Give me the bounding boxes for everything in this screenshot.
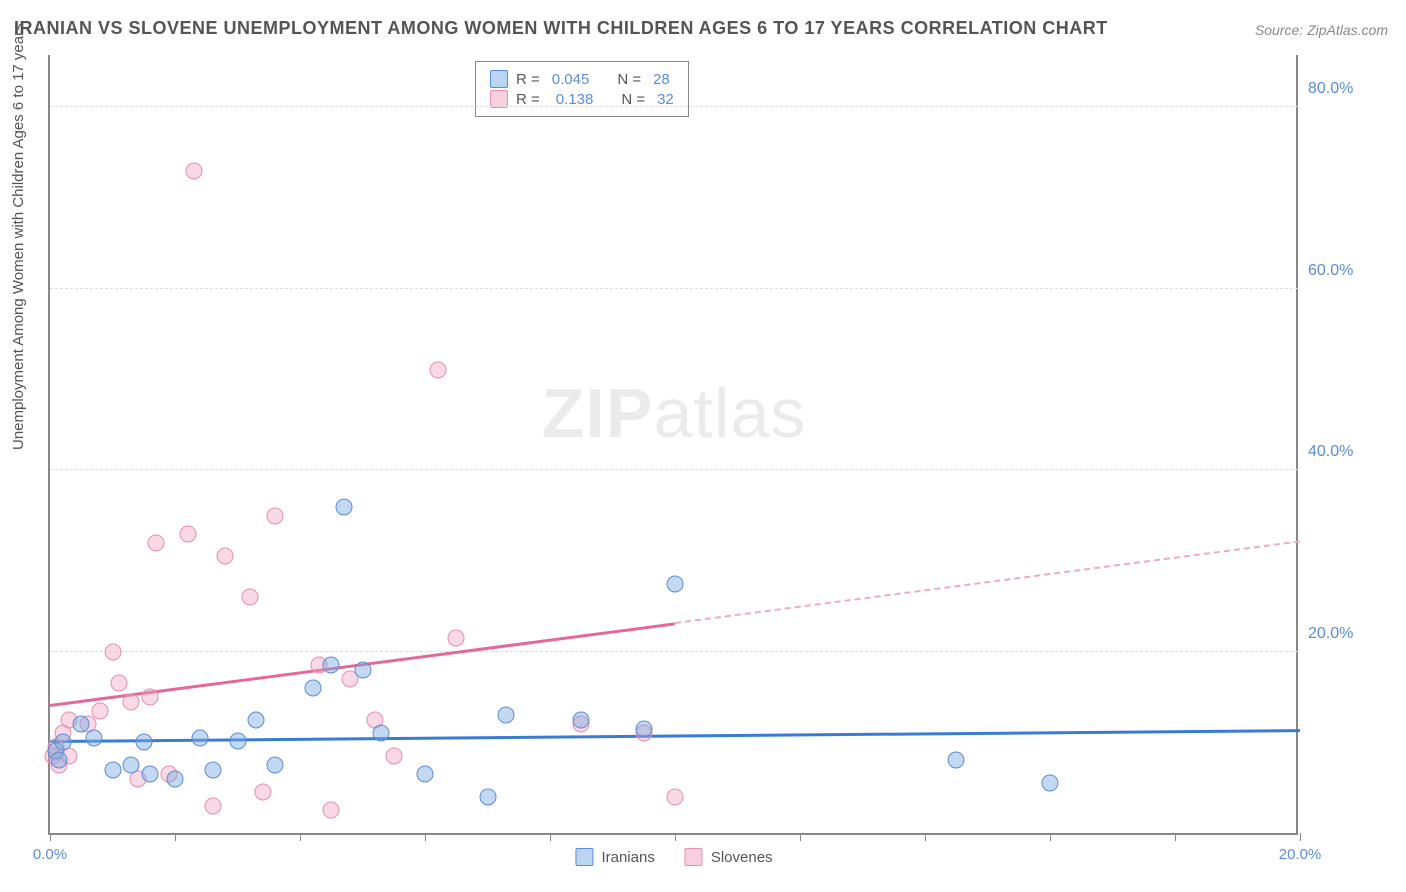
legend-item-slovenes: Slovenes [685,848,773,866]
data-point-iranians [204,761,221,778]
legend-label: Slovenes [711,849,773,866]
y-tick-label: 60.0% [1308,262,1368,280]
x-tick [675,833,676,841]
regression-line-slovenes [675,540,1300,624]
x-tick-label: 0.0% [33,846,67,863]
legend-row-iranians: R = 0.045 N = 28 [490,70,674,88]
data-point-slovenes [448,630,465,647]
data-point-iranians [573,711,590,728]
x-tick [1050,833,1051,841]
data-point-iranians [85,729,102,746]
data-point-iranians [51,752,68,769]
correlation-legend: R = 0.045 N = 28 R = 0.138 N = 32 [475,61,689,117]
data-point-iranians [479,788,496,805]
y-tick-label: 40.0% [1308,443,1368,461]
x-tick [1300,833,1301,841]
data-point-iranians [948,752,965,769]
data-point-slovenes [185,162,202,179]
data-point-iranians [267,756,284,773]
data-point-iranians [304,679,321,696]
data-point-iranians [373,725,390,742]
gridline [50,106,1298,107]
data-point-iranians [167,770,184,787]
swatch-pink [490,90,508,108]
x-tick [300,833,301,841]
data-point-slovenes [385,747,402,764]
x-tick [50,833,51,841]
right-axis [1296,55,1298,833]
data-point-slovenes [667,788,684,805]
data-point-slovenes [242,589,259,606]
data-point-slovenes [254,784,271,801]
x-tick-label: 20.0% [1279,846,1322,863]
data-point-slovenes [217,548,234,565]
data-point-slovenes [204,797,221,814]
data-point-slovenes [104,643,121,660]
data-point-iranians [667,575,684,592]
data-point-iranians [1042,775,1059,792]
series-legend: Iranians Slovenes [575,848,772,866]
source-label: Source: ZipAtlas.com [1255,22,1388,38]
swatch-blue [575,848,593,866]
data-point-slovenes [323,802,340,819]
data-point-iranians [54,734,71,751]
legend-item-iranians: Iranians [575,848,654,866]
x-tick [550,833,551,841]
y-axis-label: Unemployment Among Women with Children A… [10,23,27,450]
swatch-pink [685,848,703,866]
x-tick [1175,833,1176,841]
y-tick-label: 80.0% [1308,80,1368,98]
scatter-plot: ZIPatlas R = 0.045 N = 28 R = 0.138 N = … [48,55,1298,835]
data-point-iranians [335,498,352,515]
data-point-iranians [192,729,209,746]
data-point-iranians [417,766,434,783]
data-point-iranians [104,761,121,778]
watermark: ZIPatlas [542,373,807,453]
data-point-slovenes [123,693,140,710]
data-point-slovenes [429,362,446,379]
swatch-blue [490,70,508,88]
data-point-iranians [142,766,159,783]
data-point-slovenes [179,525,196,542]
chart-title: IRANIAN VS SLOVENE UNEMPLOYMENT AMONG WO… [14,18,1108,39]
gridline [50,469,1298,470]
x-tick [800,833,801,841]
data-point-slovenes [142,688,159,705]
legend-label: Iranians [601,849,654,866]
x-tick [175,833,176,841]
data-point-iranians [229,732,246,749]
data-point-iranians [248,711,265,728]
data-point-iranians [73,716,90,733]
data-point-slovenes [148,534,165,551]
data-point-iranians [498,707,515,724]
data-point-iranians [635,720,652,737]
data-point-iranians [123,756,140,773]
data-point-slovenes [110,675,127,692]
data-point-slovenes [92,702,109,719]
data-point-iranians [354,661,371,678]
x-tick [425,833,426,841]
data-point-iranians [135,734,152,751]
data-point-slovenes [267,507,284,524]
gridline [50,651,1298,652]
data-point-iranians [323,657,340,674]
x-tick [925,833,926,841]
gridline [50,288,1298,289]
legend-row-slovenes: R = 0.138 N = 32 [490,90,674,108]
y-tick-label: 20.0% [1308,625,1368,643]
